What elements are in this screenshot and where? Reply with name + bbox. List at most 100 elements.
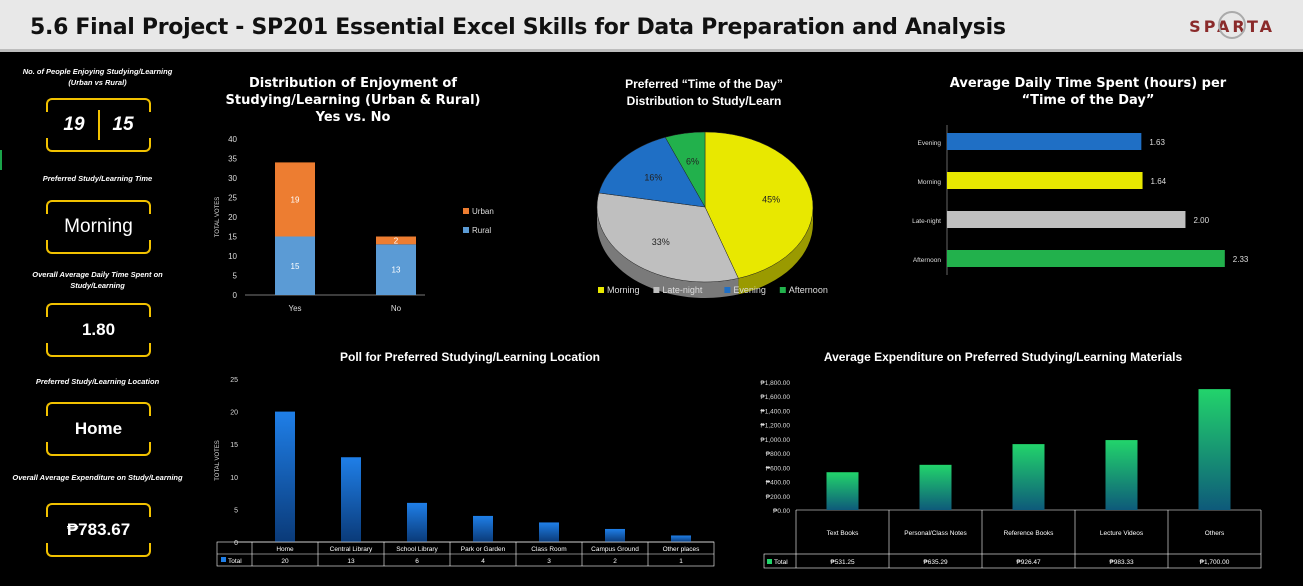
data-label: 2.33: [1233, 255, 1249, 264]
kpi-location-value: Home: [74, 419, 123, 438]
y-tick-label: Afternoon: [913, 257, 942, 264]
table-header: Lecture Videos: [1100, 530, 1144, 537]
sparta-logo: SPARTA: [1189, 11, 1275, 39]
bar-text-books: [826, 472, 859, 510]
kpi-enjoy-label: No. of People Enjoying Studying/Learning…: [22, 67, 173, 87]
table-legend-swatch: [221, 557, 226, 562]
bar-urban-yes: [275, 162, 315, 237]
kpi-expense-label: Overall Average Expenditure on Study/Lea…: [12, 473, 183, 482]
legend-swatch-afternoon: [779, 287, 786, 293]
chart-location: 0 5 10 15 20 25 TOTAL VOTES Home 20 Central Libra…: [215, 377, 715, 567]
y-tick-label: Evening: [918, 140, 942, 147]
table-header: Class Room: [531, 546, 566, 553]
table-cell: ₱635.29: [923, 559, 948, 566]
bar-home: [275, 411, 295, 542]
y-tick-label: ₱0.00: [773, 508, 790, 515]
kpi-avg-time-card: 1.80: [46, 303, 151, 357]
bar-late-night: [947, 211, 1186, 228]
table-header: Central Library: [330, 546, 373, 553]
table-cell: 3: [547, 558, 551, 565]
kpi-time-value: Morning: [64, 216, 133, 237]
table-cell: 20: [281, 558, 289, 565]
table-cell: ₱1,700.00: [1200, 559, 1230, 566]
y-tick-label: 35: [228, 155, 237, 164]
table-cell: ₱926.47: [1016, 559, 1041, 566]
data-label: 1.63: [1149, 138, 1165, 147]
table-legend-swatch: [767, 559, 772, 564]
table-header: Others: [1205, 530, 1225, 537]
y-axis-label: TOTAL VOTES: [215, 440, 221, 481]
y-tick-label: 5: [234, 507, 238, 514]
y-axis-label: TOTAL VOTES: [215, 197, 221, 238]
chart-enjoyment: 0 5 10 15 20 25 30 35 40 TOTAL VOTES 15 19 Yes 13 2 No U…: [215, 135, 494, 313]
table-cell: ₱531.25: [830, 559, 855, 566]
bar-urban-no: [376, 236, 416, 245]
bar-other-places: [671, 535, 691, 542]
y-tick-label: ₱1,200.00: [760, 423, 790, 430]
kpi-expense-value: ₱783.67: [66, 520, 131, 539]
bar-rural-no: [376, 244, 416, 295]
pie-label: 6%: [686, 156, 699, 166]
legend-label: Morning: [607, 285, 640, 295]
bar-others: [1198, 389, 1231, 510]
y-tick-label: ₱600.00: [766, 465, 791, 472]
table-header: Home: [276, 546, 294, 553]
data-label: 1.64: [1151, 177, 1167, 186]
table-header: Reference Books: [1004, 530, 1055, 537]
data-label: 15: [291, 262, 300, 271]
y-tick-label: 15: [228, 233, 237, 242]
kpi-avg-time-value: 1.80: [81, 320, 116, 339]
bar-central-library: [341, 457, 361, 542]
bar-rural-yes: [275, 236, 315, 295]
y-tick-label: ₱1,800.00: [760, 380, 790, 387]
table-header: Park or Garden: [461, 546, 506, 553]
table-header: Text Books: [827, 530, 860, 537]
bar-school-library: [407, 502, 427, 542]
legend-label: Evening: [733, 285, 766, 295]
pie-slice-evening: [598, 136, 706, 208]
y-tick-label: 25: [228, 194, 237, 203]
y-tick-label: 20: [228, 213, 237, 222]
y-tick-label: Late-night: [912, 218, 941, 225]
kpi-location-label: Preferred Study/Learning Location: [35, 377, 160, 386]
table-series-label: Total: [774, 559, 788, 566]
y-tick-label: 0: [234, 540, 238, 547]
table-cell: ₱983.33: [1109, 559, 1134, 566]
x-tick-label: Yes: [288, 304, 301, 313]
chart-time-of-day-pie: 45% 33% 16% 6% Morning Late-night Evening After…: [596, 131, 828, 298]
data-label: 19: [291, 195, 300, 204]
legend-label: Rural: [472, 226, 491, 235]
table-header: Other places: [663, 546, 701, 553]
pie-label: 33%: [652, 237, 670, 247]
legend-label: Late-night: [662, 285, 703, 295]
bar-personal-class-notes: [919, 464, 952, 510]
legend-swatch-late-night: [653, 287, 660, 293]
y-tick-label: 25: [230, 377, 238, 384]
y-tick-label: ₱1,600.00: [760, 394, 790, 401]
page-title: 5.6 Final Project - SP201 Essential Exce…: [30, 15, 1006, 40]
title-bar: 5.6 Final Project - SP201 Essential Exce…: [0, 0, 1303, 52]
kpi-expense-card: ₱783.67: [46, 503, 151, 557]
sheet-edge-marker: [0, 150, 2, 170]
legend-label: Afternoon: [789, 285, 828, 295]
chart-time-of-day-title: Preferred “Time of the Day” Distribution…: [625, 77, 783, 108]
chart-location-title: Poll for Preferred Studying/Learning Loc…: [339, 350, 601, 364]
pie-slice-morning: [704, 131, 814, 279]
bar-reference-books: [1012, 444, 1045, 510]
chart-expenditure: ₱0.00 ₱200.00 ₱400.00 ₱600.00 ₱800.00 ₱1,000.…: [760, 380, 1262, 569]
table-cell: 6: [415, 558, 419, 565]
x-tick-label: No: [391, 304, 402, 313]
y-tick-label: ₱1,000.00: [760, 437, 790, 444]
data-label: 2.00: [1193, 216, 1209, 225]
y-tick-label: 10: [230, 475, 238, 482]
y-tick-label: ₱800.00: [766, 451, 791, 458]
kpi-enjoy-rural: 15: [112, 114, 134, 135]
table-cell: 13: [347, 558, 355, 565]
y-tick-label: 20: [230, 410, 238, 417]
table-cell: 4: [481, 558, 485, 565]
legend-swatch-rural: [463, 227, 469, 233]
legend-swatch-evening: [724, 287, 731, 293]
data-table: [763, 553, 1262, 569]
pie-slice-late-night: [596, 192, 739, 283]
chart-expenditure-title: Average Expenditure on Preferred Studyin…: [823, 350, 1183, 364]
